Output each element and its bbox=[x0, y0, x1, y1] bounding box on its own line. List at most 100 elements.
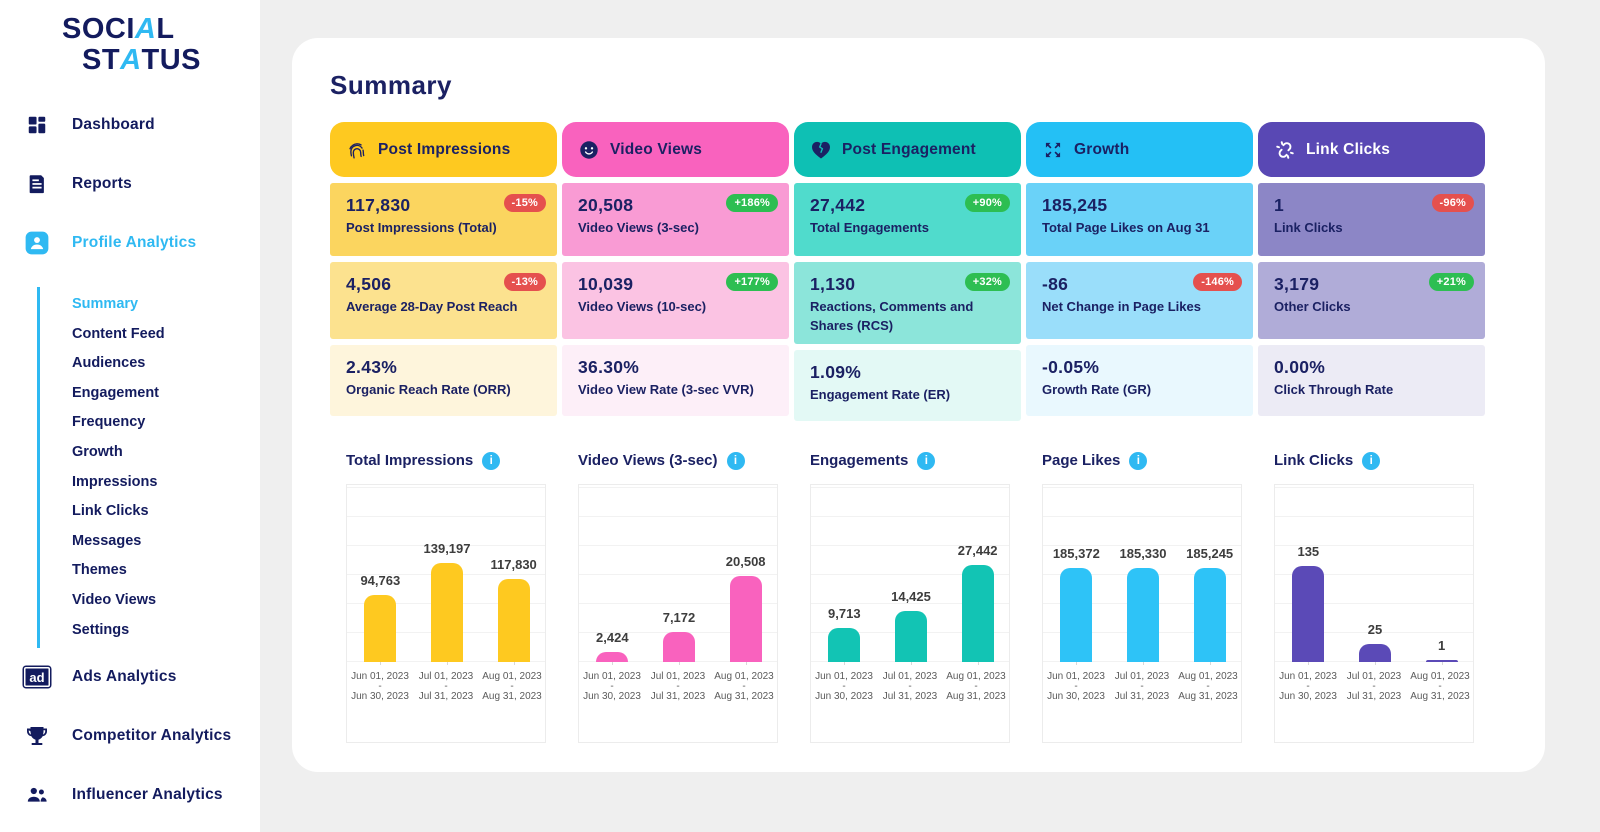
chart-title-text: Engagements bbox=[810, 452, 909, 470]
x-axis-category: Jun 01, 2023- Jun 30, 2023 bbox=[347, 670, 413, 705]
stat-value: 3,179 bbox=[1274, 274, 1320, 294]
x-axis-label-line: Jun 01, 2023 bbox=[583, 670, 641, 682]
bar bbox=[828, 627, 861, 662]
x-axis-category: Jun 01, 2023- Jun 30, 2023 bbox=[811, 670, 877, 705]
stat-value: 117,830 bbox=[346, 195, 411, 215]
stat-value: -0.05% bbox=[1042, 357, 1100, 377]
logo-line-1: SOCIAL bbox=[62, 13, 175, 45]
bar bbox=[1425, 659, 1458, 662]
sidebar-item-dashboard[interactable]: Dashboard bbox=[24, 110, 260, 140]
x-axis-label-line: Jul 31, 2023 bbox=[650, 690, 706, 702]
broken-link-icon bbox=[1274, 139, 1296, 161]
chart-canvas: 135 25 1 Jun 01, 2023- Jun 30, 2023 Jul 01, 2… bbox=[1274, 483, 1474, 743]
x-axis-label-line: Jul 31, 2023 bbox=[1346, 690, 1402, 702]
x-axis-label-line: Jun 01, 2023 bbox=[1047, 670, 1105, 682]
x-axis-category: Jul 01, 2023- Jul 31, 2023 bbox=[645, 670, 711, 705]
stat-value: -86 bbox=[1042, 274, 1069, 294]
submenu-item-impressions[interactable]: Impressions bbox=[72, 473, 158, 490]
stat-value: 185,245 bbox=[1042, 195, 1108, 215]
x-axis-label-line: Jun 01, 2023 bbox=[351, 670, 409, 682]
axis-tick bbox=[1209, 661, 1211, 665]
stat-value: 2.43% bbox=[346, 357, 398, 377]
broken-heart-icon bbox=[810, 139, 832, 161]
info-icon[interactable]: i bbox=[1362, 451, 1381, 470]
info-icon[interactable]: i bbox=[726, 451, 745, 470]
bar bbox=[1359, 643, 1391, 662]
submenu-item-frequency[interactable]: Frequency bbox=[72, 414, 146, 431]
x-axis-category: Jun 01, 2023- Jun 30, 2023 bbox=[1275, 670, 1341, 705]
submenu-item-messages[interactable]: Messages bbox=[72, 532, 142, 549]
chart-title: Page Likes i bbox=[1026, 451, 1253, 471]
smiley-face-icon bbox=[578, 139, 600, 161]
change-badge: +186% bbox=[726, 194, 778, 212]
submenu-item-content-feed[interactable]: Content Feed bbox=[72, 325, 165, 342]
info-icon[interactable]: i bbox=[917, 451, 936, 470]
sidebar-item-ads-analytics[interactable]: ad Ads Analytics bbox=[24, 662, 260, 692]
axis-tick bbox=[977, 661, 979, 665]
card-growth: Growth 185,245 Total Page Likes on Aug 31 -… bbox=[1026, 122, 1253, 421]
x-axis-category: Aug 01, 2023- Aug 31, 2023 bbox=[479, 670, 545, 705]
bar-value-label: 185,330 bbox=[1119, 545, 1167, 561]
expand-arrows-icon bbox=[1042, 139, 1064, 161]
stat-value: 36.30% bbox=[578, 357, 640, 377]
card-header-growth: Growth bbox=[1026, 122, 1253, 177]
logo-line-2: STATUS bbox=[82, 44, 202, 76]
chart-canvas: 94,763 139,197 117,830 Jun 01, 2023- Jun 30,… bbox=[346, 483, 546, 743]
trophy-icon bbox=[24, 723, 50, 749]
sidebar-item-reports[interactable]: Reports bbox=[24, 169, 260, 199]
chart-canvas: 2,424 7,172 20,508 Jun 01, 2023- Jun 30, 202… bbox=[578, 483, 778, 743]
stat-label: Video Views (3-sec) bbox=[578, 220, 699, 235]
card-link-clicks: Link Clicks 1 Link Clicks -96% 3,179 Other Cl… bbox=[1258, 122, 1485, 421]
x-axis-label-line: Jul 31, 2023 bbox=[418, 690, 474, 702]
summary-panel: Summary Post Impressions 117,830 Post Impr… bbox=[292, 38, 1545, 772]
bar bbox=[895, 610, 927, 662]
x-axis-label-line: Jun 30, 2023 bbox=[351, 690, 409, 702]
submenu-item-themes[interactable]: Themes bbox=[72, 562, 127, 579]
change-badge: +21% bbox=[1428, 273, 1474, 291]
x-axis-label-line: Jul 01, 2023 bbox=[650, 670, 706, 682]
x-axis-label-line: - bbox=[842, 681, 846, 693]
x-axis-category: Jun 01, 2023- Jun 30, 2023 bbox=[579, 670, 645, 705]
info-icon[interactable]: i bbox=[1129, 451, 1148, 470]
x-axis-label-line: - bbox=[1306, 681, 1310, 693]
bar-value-label: 185,245 bbox=[1186, 545, 1234, 561]
x-axis-label-line: Jun 30, 2023 bbox=[815, 690, 873, 702]
sidebar-item-influencer-analytics[interactable]: Influencer Analytics bbox=[24, 780, 260, 810]
chart-page-likes: Page Likes i 185,372 185,330 185,245 Jun 01, … bbox=[1026, 451, 1253, 743]
submenu-item-settings[interactable]: Settings bbox=[72, 621, 130, 638]
chart-title: Link Clicks i bbox=[1258, 451, 1485, 471]
card-title: Link Clicks bbox=[1306, 140, 1391, 158]
chart-title-text: Total Impressions bbox=[346, 452, 474, 470]
stat-label: Post Impressions (Total) bbox=[346, 220, 497, 235]
sidebar-item-competitor-analytics[interactable]: Competitor Analytics bbox=[24, 721, 260, 751]
x-axis-label-line: - bbox=[1206, 681, 1210, 693]
stat-video-views-row-1: 20,508 Video Views (3-sec) +186% bbox=[562, 183, 789, 256]
x-axis-label-line: - bbox=[1438, 681, 1442, 693]
bar bbox=[596, 651, 629, 662]
submenu-item-link-clicks[interactable]: Link Clicks bbox=[72, 503, 149, 520]
submenu-item-engagement[interactable]: Engagement bbox=[72, 384, 160, 401]
change-badge: -15% bbox=[503, 194, 546, 212]
stat-growth-row-3: -0.05% Growth Rate (GR) bbox=[1026, 345, 1253, 416]
chart-plot-area: 9,713 14,425 27,442 bbox=[811, 484, 1009, 662]
info-icon[interactable]: i bbox=[482, 451, 501, 470]
x-axis-category: Jul 01, 2023- Jul 31, 2023 bbox=[1341, 670, 1407, 705]
stat-value: 1,130 bbox=[810, 274, 856, 294]
stat-post-impressions-row-2: 4,506 Average 28-Day Post Reach -13% bbox=[330, 262, 557, 339]
x-axis-category: Aug 01, 2023- Aug 31, 2023 bbox=[711, 670, 777, 705]
stat-value: 1 bbox=[1274, 195, 1285, 215]
charts-row: Total Impressions i 94,763 139,197 117,830 Ju… bbox=[330, 451, 1490, 743]
x-axis-label-line: Aug 01, 2023 bbox=[482, 670, 542, 682]
sidebar-item-profile-analytics[interactable]: Profile Analytics bbox=[24, 228, 260, 258]
submenu-item-summary[interactable]: Summary bbox=[72, 296, 139, 312]
people-icon bbox=[24, 782, 50, 808]
bar-value-label: 7,172 bbox=[662, 609, 696, 625]
stat-label: Organic Reach Rate (ORR) bbox=[346, 382, 511, 397]
submenu-item-audiences[interactable]: Audiences bbox=[72, 355, 146, 372]
submenu-item-video-views[interactable]: Video Views bbox=[72, 591, 157, 608]
x-axis-category: Jun 01, 2023- Jun 30, 2023 bbox=[1043, 670, 1109, 705]
chart-title: Video Views (3-sec) i bbox=[562, 451, 789, 471]
chart-title-text: Video Views (3-sec) bbox=[578, 452, 718, 470]
card-title: Growth bbox=[1074, 140, 1130, 158]
submenu-item-growth[interactable]: Growth bbox=[72, 443, 123, 460]
